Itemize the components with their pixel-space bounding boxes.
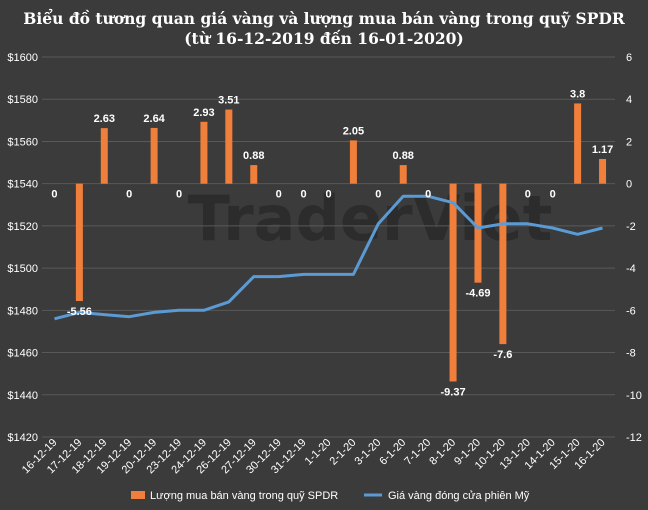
bar-data-label: 0 [176, 189, 182, 201]
bar [399, 165, 407, 184]
bar [349, 140, 357, 184]
bar-data-label: 0 [525, 189, 531, 201]
y-axis-left: $1420 $1440 $1460 $1480 $1500 $1520 $1540 $1560… [7, 52, 38, 444]
bar [574, 103, 582, 184]
y-right-tick-label: -2 [626, 221, 636, 233]
bar [449, 183, 457, 382]
chart-subtitle: (từ 16-12-2019 đến 16-01-2020) [184, 29, 464, 48]
y-left-tick-label: $1420 [7, 432, 38, 444]
bar-data-label: 0.88 [393, 150, 414, 162]
y-left-tick-label: $1600 [7, 52, 38, 64]
y-right-tick-label: 4 [626, 94, 632, 106]
legend: Lượng mua bán vàng trong quỹ SPDR Giá vàn… [131, 490, 530, 502]
bar-data-label: 3.8 [570, 88, 585, 100]
y-right-tick-label: -4 [626, 263, 636, 275]
y-left-tick-label: $1580 [7, 94, 38, 106]
x-tick-label: 7-1-20 [402, 437, 433, 468]
y-right-tick-label: -8 [626, 348, 636, 360]
bar-data-label: -9.37 [441, 386, 466, 398]
y-left-tick-label: $1500 [7, 263, 38, 275]
data-labels: 0 -5.56 2.63 0 2.64 0 2.93 3.51 0.88 0 0 0 2.05 0 0.88… [51, 88, 613, 398]
bar-data-label: 0 [126, 189, 132, 201]
chart-title: Biểu đồ tương quan giá vàng và lượng mua… [23, 9, 625, 28]
bar-data-label: 2.64 [143, 113, 165, 125]
bar [200, 121, 208, 184]
y-axis-right: -12 -10 -8 -6 -4 -2 0 2 4 6 [626, 52, 642, 444]
x-tick-label: 1-1-20 [303, 437, 334, 468]
y-left-tick-label: $1560 [7, 136, 38, 148]
bar-data-label: 0 [325, 189, 331, 201]
legend-label-bar: Lượng mua bán vàng trong quỹ SPDR [150, 490, 338, 502]
bar-data-label: 2.63 [94, 113, 115, 125]
bar [499, 183, 507, 345]
bar [599, 158, 607, 184]
bar [150, 127, 158, 184]
y-right-tick-label: -10 [626, 390, 642, 402]
bar-data-label: 0 [51, 189, 57, 201]
bar-data-label: -5.56 [67, 306, 92, 318]
bar-data-label: 3.51 [218, 95, 239, 107]
bar-data-label: 0.88 [243, 150, 264, 162]
x-tick-label: 6-1-20 [377, 437, 408, 468]
bar [250, 165, 258, 184]
x-tick-label: 2-1-20 [328, 437, 359, 468]
bar [225, 109, 233, 184]
bar-data-label: 2.93 [193, 107, 214, 119]
bar [75, 183, 83, 302]
y-right-tick-label: 2 [626, 136, 632, 148]
y-right-tick-label: 0 [626, 179, 632, 191]
y-left-tick-label: $1520 [7, 221, 38, 233]
line-series [54, 194, 603, 321]
bar-data-label: 1.17 [592, 144, 613, 156]
y-right-tick-label: -12 [626, 432, 642, 444]
x-tick-label: 8-1-20 [427, 437, 458, 468]
bar [100, 128, 108, 184]
y-left-tick-label: $1440 [7, 390, 38, 402]
bar-data-label: 0 [301, 189, 307, 201]
y-left-tick-label: $1480 [7, 305, 38, 317]
y-right-tick-label: 6 [626, 52, 632, 64]
bar-data-label: -7.6 [493, 349, 512, 361]
legend-swatch-bar [131, 491, 145, 499]
y-right-tick-label: -6 [626, 305, 636, 317]
legend-label-line: Giá vàng đóng cửa phiên Mỹ [388, 490, 530, 502]
x-axis: 16-12-1917-12-1918-12-1919-12-1920-12-19… [20, 437, 608, 477]
y-left-tick-label: $1540 [7, 179, 38, 191]
bar-data-label: 0 [375, 189, 381, 201]
bar-data-label: 0 [425, 189, 431, 201]
bar-data-label: -4.69 [465, 288, 490, 300]
bar-series [75, 103, 607, 382]
bar-data-label: 2.05 [343, 125, 364, 137]
bar [474, 183, 482, 283]
y-left-tick-label: $1460 [7, 348, 38, 360]
x-tick-label: 3-1-20 [352, 437, 383, 468]
gridlines [42, 56, 615, 438]
bar-data-label: 0 [550, 189, 556, 201]
price-line [54, 194, 603, 321]
bar-data-label: 0 [276, 189, 282, 201]
